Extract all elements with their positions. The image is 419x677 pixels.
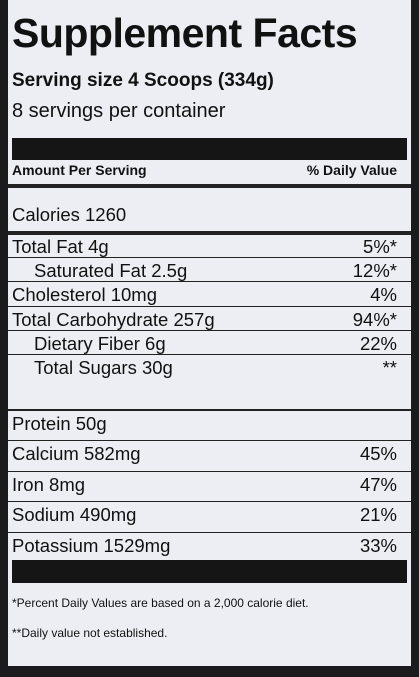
daily-value: 21% [359,504,397,526]
nutrient-row: Potassium 1529mg 33% [12,535,397,557]
daily-value: 4% [370,284,397,306]
nutrient: Sodium 490mg [12,504,136,526]
rule [8,329,411,331]
label-panel: Supplement Facts Serving size 4 Scoops (… [8,0,411,666]
nutrient: Protein 50g [12,413,107,435]
nutrient-name: Calcium [12,443,79,465]
rule [8,409,411,411]
rule [8,257,411,259]
nutrient-amount: 4g [88,236,109,257]
nutrient-row: Total Fat 4g 5%* [12,236,397,258]
nutrient: Calcium 582mg [12,443,141,465]
daily-value: 45% [359,443,397,465]
nutrient-row: Sodium 490mg 21% [12,504,397,526]
nutrient: Total Carbohydrate 257g [12,309,215,331]
nutrient-amount: 582mg [83,443,141,465]
calories-name: Calories [12,204,80,225]
rule [8,440,411,442]
header-right: % Daily Value [306,162,397,178]
daily-value: ** [382,357,397,378]
nutrient-row: Dietary Fiber 6g 22% [34,333,397,355]
nutrient-name: Total Carbohydrate [12,308,169,330]
nutrient: Iron 8mg [12,474,85,496]
nutrient-name: Dietary Fiber [34,332,140,354]
nutrient-name: Iron [12,473,44,495]
nutrient-row: Calcium 582mg 45% [12,443,397,465]
rule [8,184,411,188]
calories-amount: 1260 [85,204,127,225]
daily-value: 22% [359,332,397,354]
nutrient-row: Iron 8mg 47% [12,474,397,496]
rule [8,354,411,355]
rule [8,501,411,503]
nutrient-name: Potassium [12,534,99,556]
nutrient-amount: 10mg [110,284,157,306]
nutrient: Saturated Fat 2.5g [34,260,187,282]
nutrient-name: Saturated Fat [34,260,147,282]
table-header: Amount Per Serving % Daily Value [12,162,397,178]
rule [8,281,411,283]
nutrient-row: Cholesterol 10mg 4% [12,284,397,306]
nutrient: Total Fat 4g [12,236,109,258]
nutrient-amount: 6g [145,332,166,354]
header-left: Amount Per Serving [12,162,147,178]
daily-value: 12%* [352,260,397,282]
rule [8,531,411,533]
footnote: *Percent Daily Values are based on a 2,0… [12,596,309,610]
nutrient-row: Protein 50g [12,413,397,435]
daily-value: 47% [359,473,397,495]
calories-row: Calories 1260 [12,204,397,226]
nutrient-amount: 30g [141,357,173,378]
nutrient-amount: 257g [173,308,215,330]
rule [8,305,411,307]
nutrient-name: Protein [12,413,71,434]
nutrient-row: Saturated Fat 2.5g 12%* [34,260,397,282]
calories: Calories 1260 [12,204,126,226]
nutrient-amount: 2.5g [151,260,188,282]
footnote: **Daily value not established. [12,626,168,640]
nutrient-name: Cholesterol [12,284,106,306]
title: Supplement Facts [12,10,358,56]
daily-value: 33% [359,534,397,556]
nutrient-name: Total Fat [12,236,83,257]
nutrient-amount: 8mg [49,473,86,495]
nutrient-amount: 50g [75,413,107,434]
nutrient-amount: 1529mg [103,534,171,556]
servings: 8 servings per container [12,100,226,122]
nutrient-name: Total Sugars [34,357,137,378]
nutrient-amount: 490mg [79,504,137,526]
nutrient: Cholesterol 10mg [12,284,157,306]
nutrient: Total Sugars 30g [34,357,173,379]
nutrient-name: Sodium [12,504,75,526]
serving-size: Serving size 4 Scoops (334g) [12,70,274,91]
rule [8,470,411,472]
nutrient: Dietary Fiber 6g [34,333,166,355]
thick-bar [12,560,407,583]
nutrient: Potassium 1529mg [12,535,170,557]
daily-value: 5%* [363,236,397,257]
daily-value: 94%* [352,308,397,330]
nutrient-row: Total Carbohydrate 257g 94%* [12,309,397,331]
thick-bar [12,138,407,160]
rule [8,231,411,235]
nutrient-row: Total Sugars 30g ** [34,357,397,379]
